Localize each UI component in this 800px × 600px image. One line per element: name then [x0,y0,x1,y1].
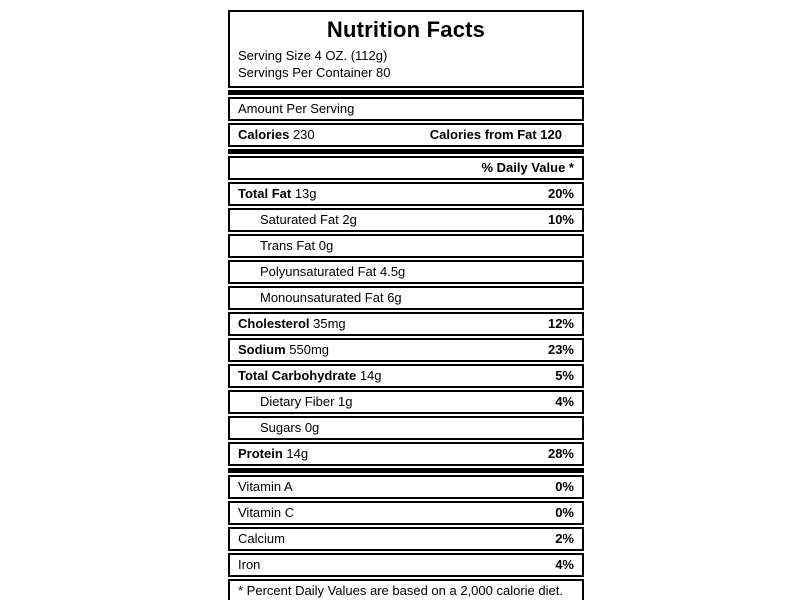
daily-value: 5% [555,368,574,383]
section-separator [228,468,584,473]
amount-per-serving-label: Amount Per Serving [238,101,355,116]
nutrient-name: Trans Fat [260,238,316,253]
servings-per-container: Servings Per Container 80 [238,65,391,80]
vitamin-row: Calcium 2% [228,527,584,551]
nutrient-row-label: Protein 14g [238,446,309,461]
nutrient-row: Saturated Fat 2g 10% [228,208,584,232]
serving-size: Serving Size 4 OZ. (112g) [238,48,388,63]
footnote-row: * Percent Daily Values are based on a 2,… [228,579,584,600]
nutrient-row-label: Sugars 0g [260,420,320,435]
daily-value: 20% [547,186,574,201]
nutrient-name: Saturated Fat [260,212,339,227]
nutrient-name: Dietary Fiber [260,394,335,409]
label-title: Nutrition Facts [326,17,486,42]
nutrient-row-label: Polyunsaturated Fat 4.5g [260,264,406,279]
vitamin-name: Iron [238,557,261,572]
vitamin-row-label: Vitamin C [238,505,294,521]
nutrient-row: Cholesterol 35mg 12% [228,312,584,336]
vitamin-row: Vitamin C 0% [228,501,584,525]
nutrient-row-label: Trans Fat 0g [260,238,334,253]
nutrient-name: Total Carbohydrate [238,368,357,383]
nutrient-row: Trans Fat 0g [228,234,584,258]
nutrient-row: Total Carbohydrate 14g 5% [228,364,584,388]
nutrition-facts-label: Nutrition Facts Serving Size 4 OZ. (112g… [228,10,584,600]
daily-value: 2% [555,531,574,546]
nutrient-row: Total Fat 13g 20% [228,182,584,206]
section-separator [228,149,584,154]
nutrient-name: Sodium [238,342,286,357]
vitamin-rows: Vitamin A 0% Vitamin C 0% Calcium 2% Iron 4% [228,475,584,577]
vitamin-name: Vitamin C [238,505,295,520]
calories-label: Calories [238,127,290,142]
calories-number: 230 [292,127,315,142]
nutrient-name: Polyunsaturated Fat [260,264,377,279]
nutrient-name: Protein [238,446,283,461]
daily-value-header-row: % Daily Value * [228,156,584,180]
daily-value: 23% [547,342,574,357]
daily-value: 12% [547,316,574,331]
section-separator [228,90,584,95]
calories-from-fat: Calories from Fat 120 [429,127,562,142]
daily-value: 4% [555,394,574,409]
calories-row: Calories 230 Calories from Fat 120 [228,123,584,147]
nutrient-name: Cholesterol [238,316,310,331]
nutrient-name: Sugars [260,420,302,435]
nutrient-name: Total Fat [238,186,292,201]
vitamin-name: Vitamin A [238,479,293,494]
nutrient-rows: Total Fat 13g 20% Saturated Fat 2g 10% Trans… [228,182,584,466]
nutrient-row-label: Saturated Fat 2g [260,212,357,227]
nutrient-row-label: Dietary Fiber 1g [260,394,353,409]
daily-value: 4% [555,557,574,572]
nutrient-row: Monounsaturated Fat 6g [228,286,584,310]
nutrient-row-label: Sodium 550mg [238,342,330,357]
vitamin-row: Vitamin A 0% [228,475,584,499]
vitamin-row-label: Vitamin A [238,479,293,495]
daily-value: 0% [555,505,574,520]
vitamin-row: Iron 4% [228,553,584,577]
vitamin-name: Calcium [238,531,285,546]
nutrient-row-label: Total Fat 13g [238,186,317,201]
title-section: Nutrition Facts Serving Size 4 OZ. (112g… [228,10,584,88]
nutrient-name: Monounsaturated Fat [260,290,384,305]
vitamin-row-label: Iron [238,557,260,573]
nutrient-row: Dietary Fiber 1g 4% [228,390,584,414]
nutrient-row: Sugars 0g [228,416,584,440]
nutrient-row: Sodium 550mg 23% [228,338,584,362]
footnote-text: * Percent Daily Values are based on a 2,… [238,583,563,598]
daily-value: 28% [547,446,574,461]
daily-value-header: % Daily Value * [481,160,575,175]
daily-value: 0% [555,479,574,494]
vitamin-row-label: Calcium [238,531,285,547]
nutrient-row: Protein 14g 28% [228,442,584,466]
nutrient-row-label: Cholesterol 35mg [238,316,346,331]
calories-value: Calories 230 [238,127,315,143]
amount-per-serving-row: Amount Per Serving [228,97,584,121]
nutrient-row-label: Total Carbohydrate 14g [238,368,382,383]
nutrient-row: Polyunsaturated Fat 4.5g [228,260,584,284]
nutrient-row-label: Monounsaturated Fat 6g [260,290,402,305]
daily-value: 10% [547,212,574,227]
